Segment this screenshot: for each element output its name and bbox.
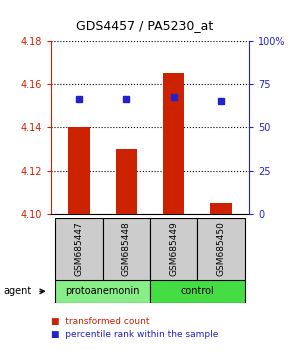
Text: GSM685449: GSM685449 [169,221,178,276]
Bar [150,218,197,280]
Bar [210,203,232,214]
Text: ■  percentile rank within the sample: ■ percentile rank within the sample [51,330,218,339]
Text: agent: agent [3,286,31,296]
Bar [55,280,150,303]
Bar [103,218,150,280]
Text: GSM685448: GSM685448 [122,221,131,276]
Text: GSM685450: GSM685450 [217,221,226,276]
Bar [197,218,245,280]
Text: ■  transformed count: ■ transformed count [51,317,149,326]
Text: GSM685447: GSM685447 [75,221,84,276]
Text: protoanemonin: protoanemonin [66,286,140,296]
Text: control: control [180,286,214,296]
Bar [68,127,90,214]
Text: GDS4457 / PA5230_at: GDS4457 / PA5230_at [76,19,214,33]
Bar [116,149,137,214]
Bar [55,218,103,280]
Bar [150,280,245,303]
Bar [163,73,184,214]
